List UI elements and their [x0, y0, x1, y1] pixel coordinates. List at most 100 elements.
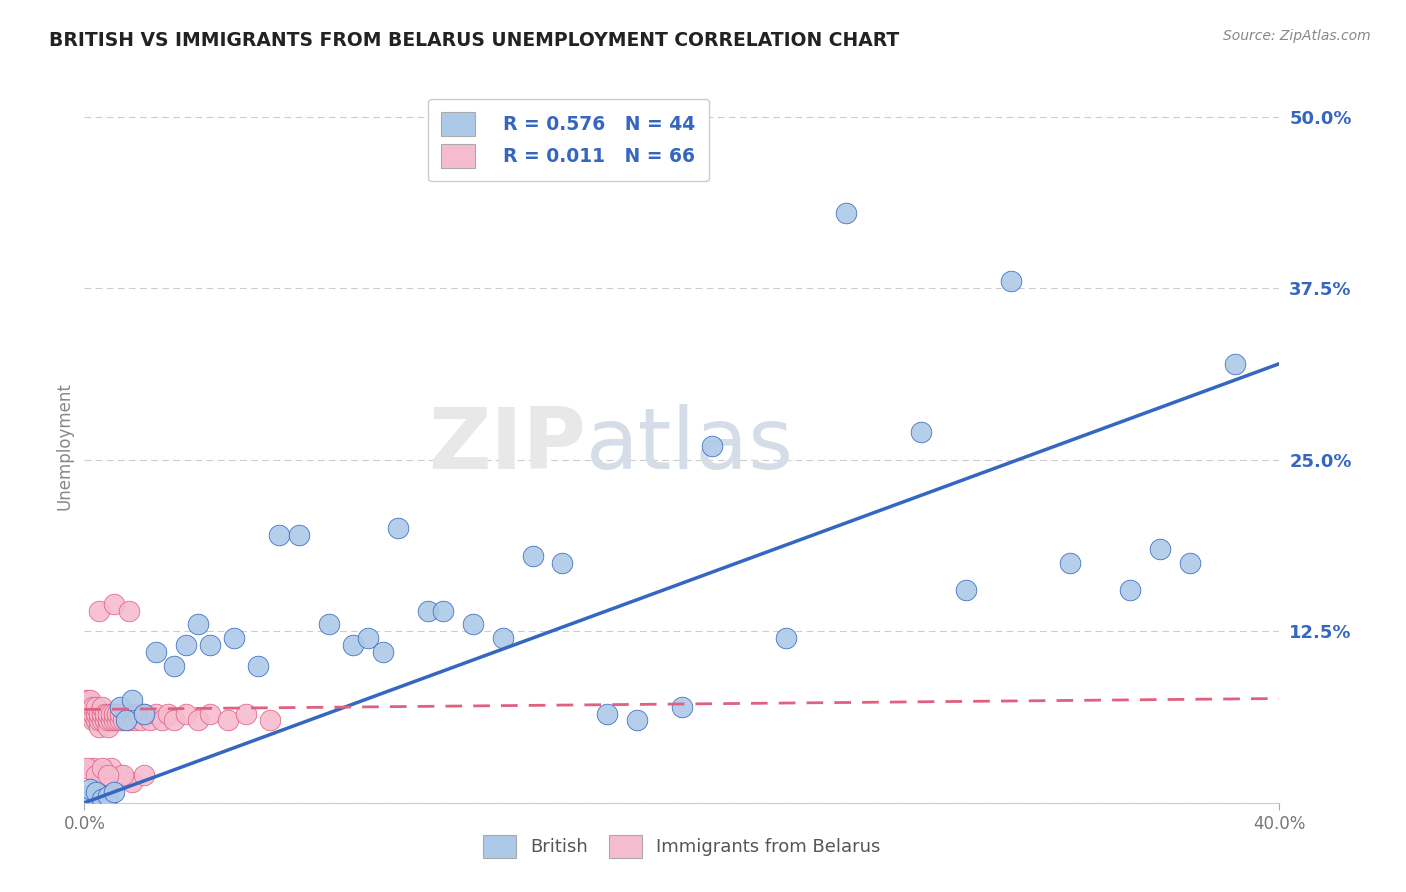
- Point: [91, 762, 114, 776]
- Point: [82, 706, 104, 721]
- Point: [174, 638, 197, 652]
- Point: [115, 714, 138, 728]
- Point: [110, 706, 132, 721]
- Point: [91, 699, 114, 714]
- Point: [118, 714, 141, 728]
- Point: [1000, 274, 1022, 288]
- Point: [89, 720, 111, 734]
- Point: [198, 638, 221, 652]
- Point: [492, 631, 515, 645]
- Point: [82, 762, 104, 776]
- Point: [110, 699, 132, 714]
- Point: [235, 706, 257, 721]
- Point: [150, 714, 173, 728]
- Point: [373, 645, 395, 659]
- Point: [94, 714, 117, 728]
- Point: [110, 768, 132, 782]
- Point: [89, 714, 111, 728]
- Y-axis label: Unemployment: Unemployment: [55, 382, 73, 510]
- Point: [132, 706, 156, 721]
- Point: [163, 658, 186, 673]
- Point: [110, 714, 132, 728]
- Point: [86, 714, 108, 728]
- Point: [97, 775, 120, 789]
- Point: [259, 714, 281, 728]
- Point: [596, 706, 619, 721]
- Point: [105, 714, 128, 728]
- Legend: British, Immigrants from Belarus: British, Immigrants from Belarus: [475, 828, 889, 865]
- Point: [910, 425, 932, 440]
- Point: [97, 768, 120, 782]
- Point: [91, 768, 114, 782]
- Point: [222, 631, 245, 645]
- Point: [121, 775, 143, 789]
- Point: [246, 658, 269, 673]
- Point: [79, 706, 101, 721]
- Point: [112, 714, 135, 728]
- Point: [97, 714, 120, 728]
- Point: [288, 528, 311, 542]
- Point: [103, 785, 125, 799]
- Point: [671, 699, 693, 714]
- Point: [1223, 357, 1246, 371]
- Point: [318, 617, 340, 632]
- Point: [217, 714, 239, 728]
- Point: [118, 604, 141, 618]
- Point: [174, 706, 197, 721]
- Point: [100, 762, 122, 776]
- Point: [626, 714, 648, 728]
- Point: [551, 556, 574, 570]
- Point: [79, 782, 101, 797]
- Point: [82, 699, 104, 714]
- Point: [86, 699, 108, 714]
- Point: [86, 706, 108, 721]
- Point: [121, 706, 143, 721]
- Point: [105, 706, 128, 721]
- Point: [357, 631, 380, 645]
- Point: [387, 521, 409, 535]
- Point: [86, 768, 108, 782]
- Point: [76, 693, 98, 707]
- Point: [955, 583, 977, 598]
- Point: [76, 699, 98, 714]
- Point: [129, 714, 152, 728]
- Point: [91, 706, 114, 721]
- Point: [82, 714, 104, 728]
- Point: [187, 617, 209, 632]
- Point: [76, 706, 98, 721]
- Point: [187, 714, 209, 728]
- Point: [198, 706, 221, 721]
- Point: [89, 604, 111, 618]
- Point: [1178, 556, 1201, 570]
- Point: [1119, 583, 1142, 598]
- Point: [94, 706, 117, 721]
- Point: [1059, 556, 1081, 570]
- Point: [86, 785, 108, 799]
- Text: Source: ZipAtlas.com: Source: ZipAtlas.com: [1223, 29, 1371, 43]
- Point: [97, 720, 120, 734]
- Point: [115, 706, 138, 721]
- Text: BRITISH VS IMMIGRANTS FROM BELARUS UNEMPLOYMENT CORRELATION CHART: BRITISH VS IMMIGRANTS FROM BELARUS UNEMP…: [49, 31, 900, 50]
- Point: [432, 604, 454, 618]
- Point: [76, 789, 98, 803]
- Point: [342, 638, 364, 652]
- Point: [461, 617, 484, 632]
- Point: [157, 706, 180, 721]
- Point: [132, 768, 156, 782]
- Point: [416, 604, 439, 618]
- Point: [89, 706, 111, 721]
- Point: [91, 714, 114, 728]
- Text: atlas: atlas: [586, 404, 794, 488]
- Point: [91, 791, 114, 805]
- Point: [112, 768, 135, 782]
- Point: [103, 597, 125, 611]
- Point: [145, 645, 167, 659]
- Point: [139, 714, 162, 728]
- Point: [267, 528, 290, 542]
- Point: [97, 789, 120, 803]
- Point: [100, 706, 122, 721]
- Point: [835, 205, 858, 219]
- Point: [124, 714, 146, 728]
- Point: [522, 549, 544, 563]
- Point: [127, 706, 149, 721]
